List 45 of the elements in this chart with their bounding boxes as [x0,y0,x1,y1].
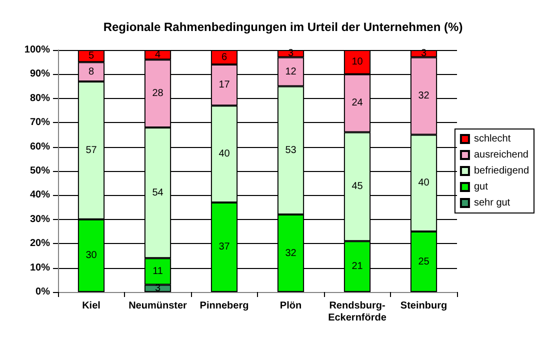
data-label: 6 [221,52,228,63]
data-label: 25 [418,256,430,268]
y-tick-label: 10% [30,262,50,274]
data-label: 5 [88,50,94,62]
x-tick-label: Pinneberg [200,300,249,312]
y-tick-label: 0% [36,286,50,298]
data-label: 30 [86,250,98,262]
data-label: 57 [86,144,98,156]
y-tick-label: 50% [30,166,50,176]
chart-title: Regionale Rahmenbedingungen im Urteil der Unternehmen (%) [103,20,463,34]
data-label: 40 [418,178,430,189]
data-label: 17 [218,80,230,91]
data-label: 40 [218,148,230,160]
x-tick-label: Neumünster [128,300,188,312]
data-label: 45 [352,181,364,192]
data-label: 37 [218,242,230,253]
data-label: 32 [285,248,297,259]
x-tick-label: Kiel [82,300,101,312]
legend-label: schlecht [474,134,511,144]
legend-label: befriedigend [474,166,530,176]
data-label: 12 [285,66,297,78]
x-tick-label: Rendsburg- Eckernförde [328,300,387,324]
x-tick-label: Steinburg [400,300,448,312]
y-tick-label: 70% [30,117,50,128]
y-tick-label: 40% [30,190,50,201]
data-label: 4 [154,49,161,60]
x-tick-label: Plön [280,300,302,312]
data-label: 28 [152,88,164,100]
data-label: 24 [352,98,364,109]
data-label: 8 [88,66,94,78]
legend-label: sehr gut [474,198,510,208]
data-label: 11 [152,266,164,277]
y-tick-label: 20% [30,238,50,250]
y-tick-label: 80% [30,92,50,104]
legend-label: ausreichend [474,150,528,160]
y-tick-label: 60% [30,141,50,152]
y-tick-label: 100% [24,44,50,56]
data-label: 10 [352,56,364,68]
data-label: 21 [352,261,364,272]
data-label: 54 [152,187,164,198]
data-label: 32 [418,90,430,102]
y-tick-label: 90% [30,68,50,80]
y-tick-label: 30% [30,214,50,225]
legend-label: gut [474,182,488,192]
data-label: 53 [285,144,297,156]
